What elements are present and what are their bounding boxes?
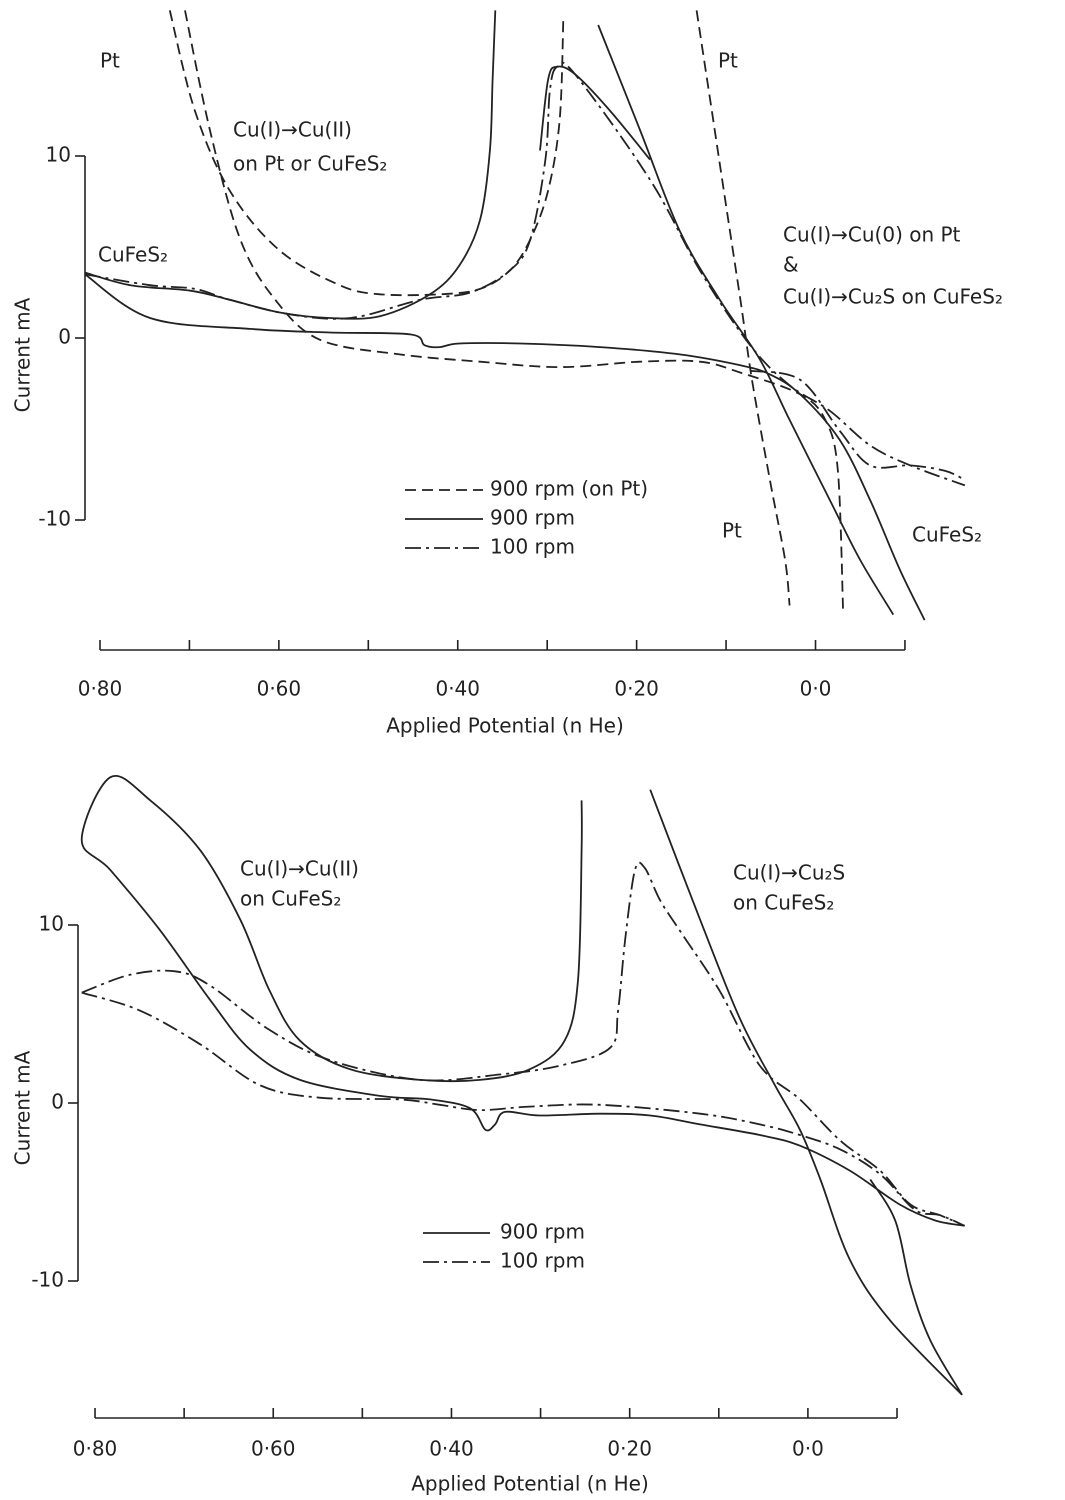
y-axis-label: Current mA xyxy=(11,1050,35,1165)
x-tick-label: 0·0 xyxy=(800,677,832,701)
annotation: CuFeS₂ xyxy=(912,523,982,547)
x-tick-label: 0·40 xyxy=(429,1437,474,1461)
y-tick-label: 0 xyxy=(58,325,71,349)
chart: 0·80 0·60 0·40 0·20 0·0 -10 0 10 Applied Potenti… xyxy=(11,10,1003,738)
x-tick-label: 0·80 xyxy=(73,1437,118,1461)
chart: 0·80 0·60 0·40 0·20 0·0 -10 0 10 Applied Potenti… xyxy=(11,775,966,1496)
annotation: Cu(I)→Cu(II) xyxy=(233,118,352,142)
annotation: on CuFeS₂ xyxy=(240,887,341,911)
annotation: Cu(I)→Cu(II) xyxy=(240,857,359,881)
y-tick-label: 10 xyxy=(46,143,71,167)
annotation: & xyxy=(783,253,799,277)
curve xyxy=(84,61,966,487)
annotation: on CuFeS₂ xyxy=(733,891,834,915)
annotation: Cu(I)→Cu(0) on Pt xyxy=(783,223,961,247)
y-tick-label: 10 xyxy=(39,912,64,936)
annotation: Pt xyxy=(718,49,738,73)
x-tick-label: 0·20 xyxy=(607,1437,652,1461)
x-tick-label: 0·60 xyxy=(257,677,302,701)
y-tick-label: 0 xyxy=(51,1090,64,1114)
annotation: CuFeS₂ xyxy=(98,243,168,267)
annotation: Cu(I)→Cu₂S xyxy=(733,861,845,885)
x-axis-label: Applied Potential (n He) xyxy=(386,714,624,738)
legend-label: 900 rpm xyxy=(500,1220,585,1244)
curve xyxy=(168,10,845,615)
x-tick-label: 0·0 xyxy=(792,1437,824,1461)
annotation: Pt xyxy=(100,49,120,73)
x-tick-label: 0·40 xyxy=(435,677,480,701)
legend-label: 100 rpm xyxy=(490,535,575,559)
annotation: on Pt or CuFeS₂ xyxy=(233,152,387,176)
x-tick-label: 0·60 xyxy=(251,1437,296,1461)
x-axis-label: Applied Potential (n He) xyxy=(411,1472,649,1496)
legend-label: 900 rpm (on Pt) xyxy=(490,477,648,501)
y-tick-label: -10 xyxy=(38,507,71,531)
curve xyxy=(84,10,926,621)
x-tick-label: 0·20 xyxy=(614,677,659,701)
curve xyxy=(81,861,966,1227)
y-tick-label: -10 xyxy=(31,1268,64,1292)
annotation: Cu(I)→Cu₂S on CuFeS₂ xyxy=(783,285,1003,309)
legend-label: 900 rpm xyxy=(490,506,575,530)
legend-label: 100 rpm xyxy=(500,1249,585,1273)
y-axis-label: Current mA xyxy=(11,297,35,412)
x-tick-label: 0·80 xyxy=(78,677,123,701)
annotation: Pt xyxy=(722,519,742,543)
